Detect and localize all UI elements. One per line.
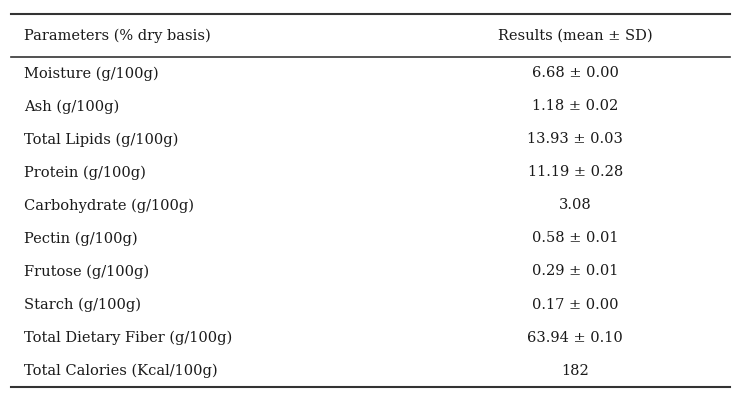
Text: Ash (g/100g): Ash (g/100g)	[24, 99, 120, 114]
Text: Total Dietary Fiber (g/100g): Total Dietary Fiber (g/100g)	[24, 330, 233, 345]
Text: 11.19 ± 0.28: 11.19 ± 0.28	[528, 166, 623, 179]
Text: 182: 182	[562, 364, 589, 378]
Text: 63.94 ± 0.10: 63.94 ± 0.10	[528, 331, 623, 345]
Text: Results (mean ± SD): Results (mean ± SD)	[498, 28, 653, 42]
Text: Parameters (% dry basis): Parameters (% dry basis)	[24, 28, 211, 42]
Text: Total Lipids (g/100g): Total Lipids (g/100g)	[24, 132, 179, 146]
Text: 13.93 ± 0.03: 13.93 ± 0.03	[528, 132, 623, 146]
Text: Carbohydrate (g/100g): Carbohydrate (g/100g)	[24, 198, 194, 213]
Text: Pectin (g/100g): Pectin (g/100g)	[24, 231, 138, 246]
Text: Total Calories (Kcal/100g): Total Calories (Kcal/100g)	[24, 363, 218, 378]
Text: Frutose (g/100g): Frutose (g/100g)	[24, 264, 150, 279]
Text: 0.58 ± 0.01: 0.58 ± 0.01	[532, 231, 619, 245]
Text: 3.08: 3.08	[559, 198, 592, 212]
Text: 0.17 ± 0.00: 0.17 ± 0.00	[532, 297, 619, 312]
Text: Moisture (g/100g): Moisture (g/100g)	[24, 66, 159, 81]
Text: 6.68 ± 0.00: 6.68 ± 0.00	[532, 66, 619, 80]
Text: 0.29 ± 0.01: 0.29 ± 0.01	[532, 264, 619, 278]
Text: Protein (g/100g): Protein (g/100g)	[24, 165, 146, 179]
Text: Starch (g/100g): Starch (g/100g)	[24, 297, 142, 312]
Text: 1.18 ± 0.02: 1.18 ± 0.02	[532, 99, 619, 114]
